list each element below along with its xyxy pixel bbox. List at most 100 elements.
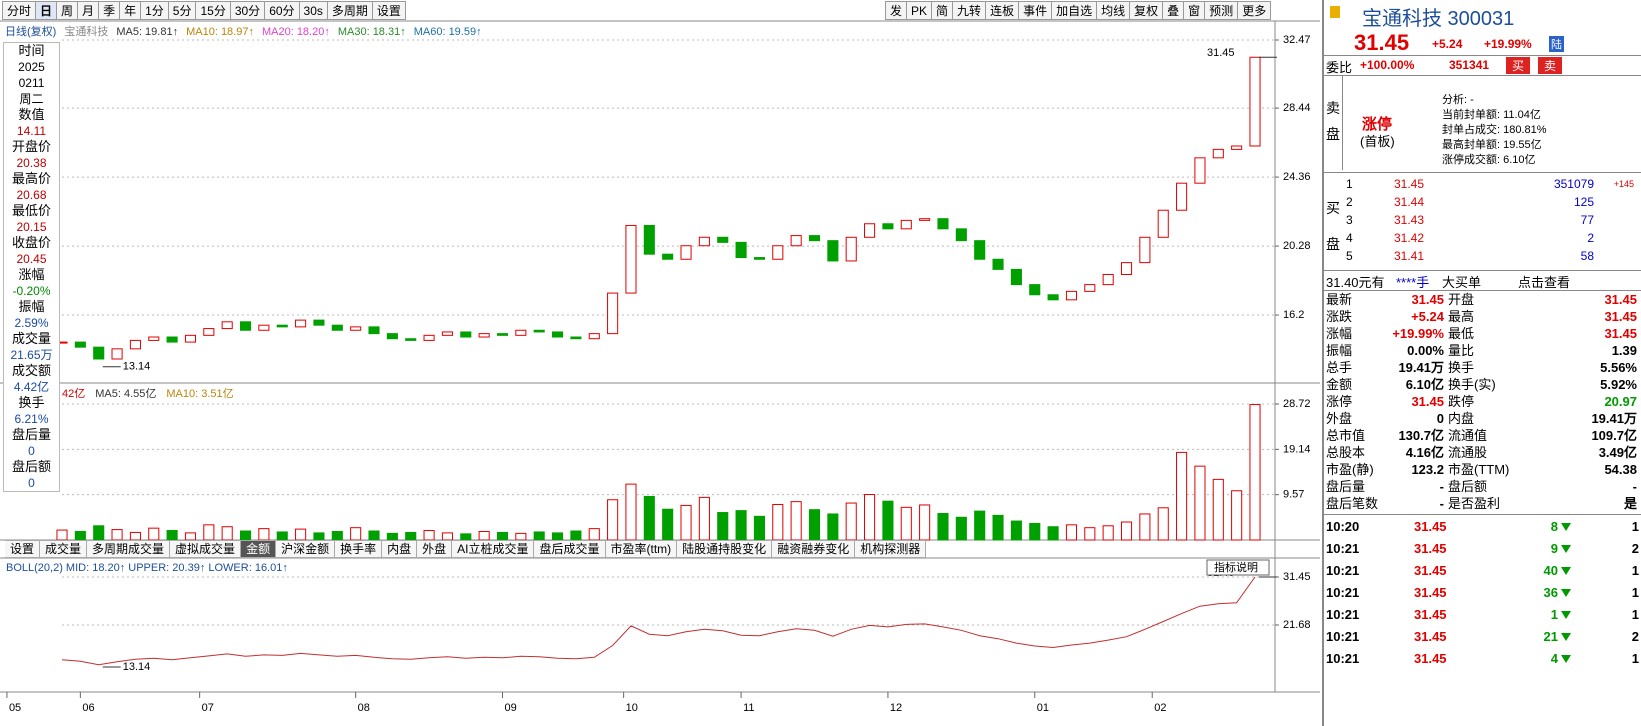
annotation: 13.14 bbox=[123, 361, 151, 373]
toolbar-button[interactable]: 60分 bbox=[265, 1, 300, 20]
toolbar-button[interactable]: 季 bbox=[99, 1, 121, 20]
tab[interactable]: AI立桩成交量 bbox=[452, 540, 535, 558]
bid-cell: 31.43 bbox=[1394, 213, 1425, 227]
toolbar-button[interactable]: 九转 bbox=[953, 1, 987, 20]
analysis-line: 分析: - bbox=[1442, 94, 1474, 106]
toolbar-button[interactable]: 日 bbox=[36, 1, 58, 20]
down-arrow bbox=[1561, 611, 1571, 619]
info-label: 最高价 bbox=[11, 171, 51, 186]
toolbar-button[interactable]: 加自选 bbox=[1052, 1, 1098, 20]
tab[interactable]: 沪深金额 bbox=[276, 540, 336, 558]
candle bbox=[386, 333, 398, 340]
divider bbox=[1342, 75, 1343, 170]
stat-label: 换手(实) bbox=[1448, 377, 1496, 392]
bid-cell: +145 bbox=[1613, 179, 1634, 189]
volume-bar bbox=[478, 530, 490, 541]
buy-button[interactable]: 买 bbox=[1506, 57, 1531, 74]
tab[interactable]: 虚拟成交量 bbox=[170, 540, 242, 558]
stat-value: - bbox=[1439, 496, 1444, 511]
tab[interactable]: 金额 bbox=[241, 540, 277, 558]
toolbar-button[interactable]: 周 bbox=[57, 1, 79, 20]
toolbar-button[interactable]: 5分 bbox=[168, 1, 197, 20]
volume-bar bbox=[331, 530, 343, 541]
indicator-tabs: 设置 成交量 多周期成交量 虚拟成交量 金额 沪深金额 换手率 内盘 外盘 AI立桩成交量 盘后成交… bbox=[5, 540, 927, 558]
volume-bar bbox=[203, 524, 215, 541]
toolbar-button[interactable]: 叠 bbox=[1163, 1, 1185, 20]
candle bbox=[992, 258, 1004, 270]
volume-bar bbox=[992, 514, 1004, 541]
toolbar-button[interactable]: 年 bbox=[120, 1, 142, 20]
stat-label: 涨停 bbox=[1326, 394, 1353, 409]
tab[interactable]: 市盈率(ttm) bbox=[605, 540, 678, 558]
toolbar-button[interactable]: 事件 bbox=[1019, 1, 1053, 20]
sell-button[interactable]: 卖 bbox=[1538, 57, 1563, 74]
tab[interactable]: 设置 bbox=[5, 540, 41, 558]
trade-volume: 40 bbox=[1544, 562, 1571, 579]
candle bbox=[1194, 157, 1206, 184]
toolbar-button[interactable]: 发 bbox=[885, 1, 908, 20]
stat-row: 总市值 130.7亿 流通值 109.7亿 bbox=[1324, 427, 1641, 444]
big-order-cell[interactable]: 点击查看 bbox=[1518, 275, 1571, 290]
tab[interactable]: 多周期成交量 bbox=[87, 540, 171, 558]
info-label: 收盘价 bbox=[11, 235, 51, 250]
stock-name: 宝通科技 bbox=[64, 26, 109, 38]
info-value: 0 bbox=[28, 444, 35, 458]
analysis: 分析: - 当前封单额: 11.04亿 封单占成交: 180.81% 最高封单额: 1… bbox=[1442, 93, 1547, 168]
bid-cell: 2 bbox=[1587, 231, 1594, 245]
trade-time: 10:21 bbox=[1326, 629, 1360, 644]
toolbar-button[interactable]: 预测 bbox=[1205, 1, 1239, 20]
toolbar-button[interactable]: 分时 bbox=[2, 1, 37, 20]
toolbar-button[interactable]: 多周期 bbox=[327, 1, 373, 20]
tab[interactable]: 融资融券变化 bbox=[772, 540, 856, 558]
toolbar-button[interactable]: 复权 bbox=[1130, 1, 1164, 20]
info-panel: 时间 2025 0211 周二 数值 14.11 开盘价 20.38 最高价 20.68 最低价 20… bbox=[3, 42, 60, 492]
tab[interactable]: 成交量 bbox=[40, 540, 88, 558]
stat-value: 109.7亿 bbox=[1591, 428, 1637, 443]
toolbar-button[interactable]: 设置 bbox=[372, 1, 406, 20]
stat-label: 流通值 bbox=[1448, 428, 1488, 443]
trade-row: 10:21 31.45 40 1 bbox=[1324, 562, 1641, 579]
tab[interactable]: 陆股通持股变化 bbox=[677, 540, 773, 558]
toolbar-button[interactable]: 月 bbox=[78, 1, 100, 20]
y-tick-label: 9.57 bbox=[1283, 489, 1304, 501]
toolbar-button[interactable]: 15分 bbox=[196, 1, 231, 20]
candle bbox=[1139, 236, 1151, 264]
tab[interactable]: 外盘 bbox=[417, 540, 453, 558]
candle bbox=[184, 334, 197, 343]
stat-row: 金额 6.10亿 换手(实) 5.92% bbox=[1324, 376, 1641, 393]
candle bbox=[919, 218, 931, 221]
toolbar-button[interactable]: 均线 bbox=[1097, 1, 1131, 20]
toolbar-button[interactable]: 连板 bbox=[986, 1, 1020, 20]
boll-close-line bbox=[61, 576, 1256, 666]
toolbar-button[interactable]: 简 bbox=[932, 1, 954, 20]
candle bbox=[533, 329, 545, 333]
big-order-cell: 大买单 bbox=[1442, 275, 1482, 290]
candle bbox=[1231, 145, 1243, 150]
toolbar-button[interactable]: 1分 bbox=[141, 1, 169, 20]
tab[interactable]: 换手率 bbox=[335, 540, 383, 558]
tab[interactable]: 机构探测器 bbox=[855, 540, 927, 558]
volume-bar bbox=[808, 509, 821, 541]
toolbar-button[interactable]: 更多 bbox=[1238, 1, 1272, 20]
trade-volume: 4 bbox=[1551, 650, 1571, 667]
candle bbox=[515, 329, 527, 336]
bid-row: 4 31.42 2 bbox=[1324, 230, 1641, 247]
analysis-line: 涨停成交额: 6.10亿 bbox=[1442, 154, 1536, 166]
trade-time: 10:21 bbox=[1326, 651, 1360, 666]
stat-row: 市盈(静) 123.2 市盈(TTM) 54.38 bbox=[1324, 461, 1641, 478]
value: 351341 bbox=[1449, 58, 1490, 72]
info-label: 换手 bbox=[18, 395, 45, 410]
volume-bar bbox=[1084, 527, 1096, 541]
bid-cell: 58 bbox=[1580, 249, 1594, 263]
trade-price: 31.45 bbox=[1414, 563, 1447, 578]
tab[interactable]: 内盘 bbox=[382, 540, 418, 558]
info-value: 0 bbox=[28, 476, 35, 490]
toolbar-button[interactable]: 窗 bbox=[1184, 1, 1206, 20]
toolbar-button[interactable]: 30分 bbox=[230, 1, 266, 20]
y-tick-label: 31.45 bbox=[1283, 571, 1311, 583]
stat-label: 最低 bbox=[1448, 326, 1475, 341]
toolbar-button[interactable]: 30s bbox=[299, 1, 328, 20]
toolbar-button[interactable]: PK bbox=[907, 1, 933, 20]
tab[interactable]: 盘后成交量 bbox=[534, 540, 606, 558]
annotation: 13.14 bbox=[123, 661, 151, 673]
